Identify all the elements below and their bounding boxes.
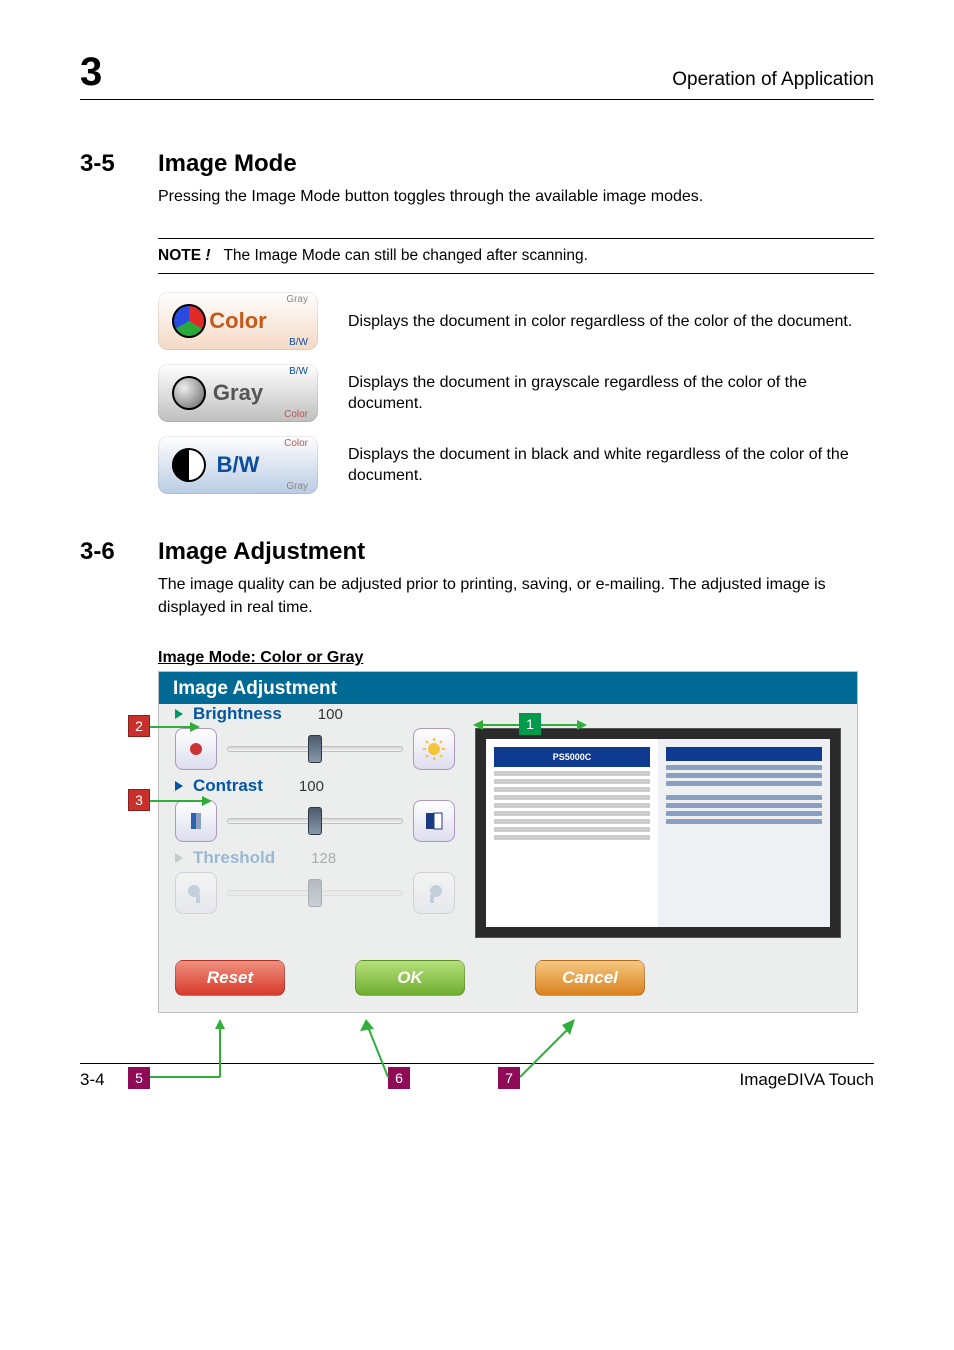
triangle-icon — [175, 709, 183, 719]
brightness-inc-button[interactable] — [413, 728, 455, 770]
section-number: 3-6 — [80, 538, 128, 566]
threshold-group: Threshold 128 — [175, 848, 455, 914]
image-mode-gray-button[interactable]: B/W Gray Color — [158, 364, 318, 422]
section-number: 3-5 — [80, 150, 128, 178]
threshold-slider — [227, 890, 403, 896]
section-3-5-intro: Pressing the Image Mode button toggles t… — [158, 186, 874, 208]
slider-thumb[interactable] — [308, 807, 322, 835]
contrast-group: Contrast 100 — [175, 776, 455, 842]
reset-button[interactable]: Reset — [175, 960, 285, 996]
contrast-label: Contrast — [193, 776, 263, 796]
panel-title: Image Adjustment — [159, 672, 857, 704]
subheading-image-mode: Image Mode: Color or Gray — [158, 649, 874, 667]
mode-bottom-label: Color — [284, 409, 308, 420]
chapter-title: Operation of Application — [672, 69, 874, 91]
mode-bottom-label: B/W — [289, 337, 308, 348]
chapter-number: 3 — [80, 50, 102, 95]
brightness-group: Brightness 100 — [175, 704, 455, 770]
contrast-high-icon — [422, 809, 446, 833]
cancel-button[interactable]: Cancel — [535, 960, 645, 996]
image-adjustment-panel: Image Adjustment Brightness 100 — [158, 671, 858, 1013]
threshold-high-icon — [422, 881, 446, 905]
threshold-label: Threshold — [193, 848, 275, 868]
product-name: ImageDIVA Touch — [739, 1070, 874, 1090]
mode-top-label: Color — [284, 438, 308, 449]
contrast-inc-button[interactable] — [413, 800, 455, 842]
preview-caption: PS5000C — [494, 747, 650, 767]
mode-row-gray: B/W Gray Color Displays the document in … — [158, 364, 874, 422]
section-3-5-heading: 3-5 Image Mode — [80, 150, 874, 178]
threshold-dec-button — [175, 872, 217, 914]
mode-desc: Displays the document in color regardles… — [348, 311, 852, 333]
note-text: The Image Mode can still be changed afte… — [223, 247, 587, 264]
section-title: Image Adjustment — [158, 538, 365, 566]
mode-desc: Displays the document in black and white… — [348, 444, 874, 487]
slider-thumb — [308, 879, 322, 907]
mode-row-bw: Color B/W Gray Displays the document in … — [158, 436, 874, 494]
threshold-value: 128 — [311, 850, 336, 867]
page-number: 3-4 — [80, 1070, 105, 1090]
ok-label: OK — [397, 968, 423, 988]
brightness-high-icon — [422, 737, 446, 761]
threshold-low-icon — [184, 881, 208, 905]
threshold-inc-button — [413, 872, 455, 914]
section-title: Image Mode — [158, 150, 297, 178]
callout-number: 2 — [128, 715, 150, 737]
triangle-icon — [175, 781, 183, 791]
mode-main-label: Gray — [213, 380, 263, 406]
section-3-6-heading: 3-6 Image Adjustment — [80, 538, 874, 566]
cancel-label: Cancel — [562, 968, 618, 988]
page-footer: 3-4 ImageDIVA Touch — [80, 1063, 874, 1090]
callout-number: 3 — [128, 789, 150, 811]
mode-top-label: Gray — [286, 294, 308, 305]
contrast-low-icon — [184, 809, 208, 833]
brightness-value: 100 — [318, 706, 343, 723]
mode-top-label: B/W — [289, 366, 308, 377]
mode-desc: Displays the document in grayscale regar… — [348, 372, 874, 415]
mode-main-label: Color — [209, 308, 266, 334]
callout-3: 3 — [128, 789, 150, 811]
brightness-label: Brightness — [193, 704, 282, 724]
mode-row-color: Gray Color B/W Displays the document in … — [158, 292, 874, 350]
contrast-slider[interactable] — [227, 818, 403, 824]
image-mode-color-button[interactable]: Gray Color B/W — [158, 292, 318, 350]
image-mode-bw-button[interactable]: Color B/W Gray — [158, 436, 318, 494]
page-header: 3 Operation of Application — [80, 50, 874, 100]
mode-main-label: B/W — [217, 452, 260, 478]
slider-thumb[interactable] — [308, 735, 322, 763]
contrast-dec-button[interactable] — [175, 800, 217, 842]
image-adjustment-screenshot: Image Adjustment Brightness 100 — [158, 671, 874, 1013]
ok-button[interactable]: OK — [355, 960, 465, 996]
brightness-dec-button[interactable] — [175, 728, 217, 770]
preview-pane: PS5000C — [475, 728, 841, 938]
mode-bottom-label: Gray — [286, 481, 308, 492]
triangle-icon — [175, 853, 183, 863]
brightness-low-icon — [184, 737, 208, 761]
brightness-slider[interactable] — [227, 746, 403, 752]
note-exclaim: ! — [201, 247, 210, 264]
section-3-6-intro: The image quality can be adjusted prior … — [158, 574, 874, 619]
reset-label: Reset — [207, 968, 253, 988]
callout-2: 2 — [128, 715, 150, 737]
contrast-value: 100 — [299, 778, 324, 795]
note-label: NOTE — [158, 247, 201, 264]
note-box: NOTE ! The Image Mode can still be chang… — [158, 238, 874, 274]
image-mode-list: Gray Color B/W Displays the document in … — [158, 292, 874, 494]
